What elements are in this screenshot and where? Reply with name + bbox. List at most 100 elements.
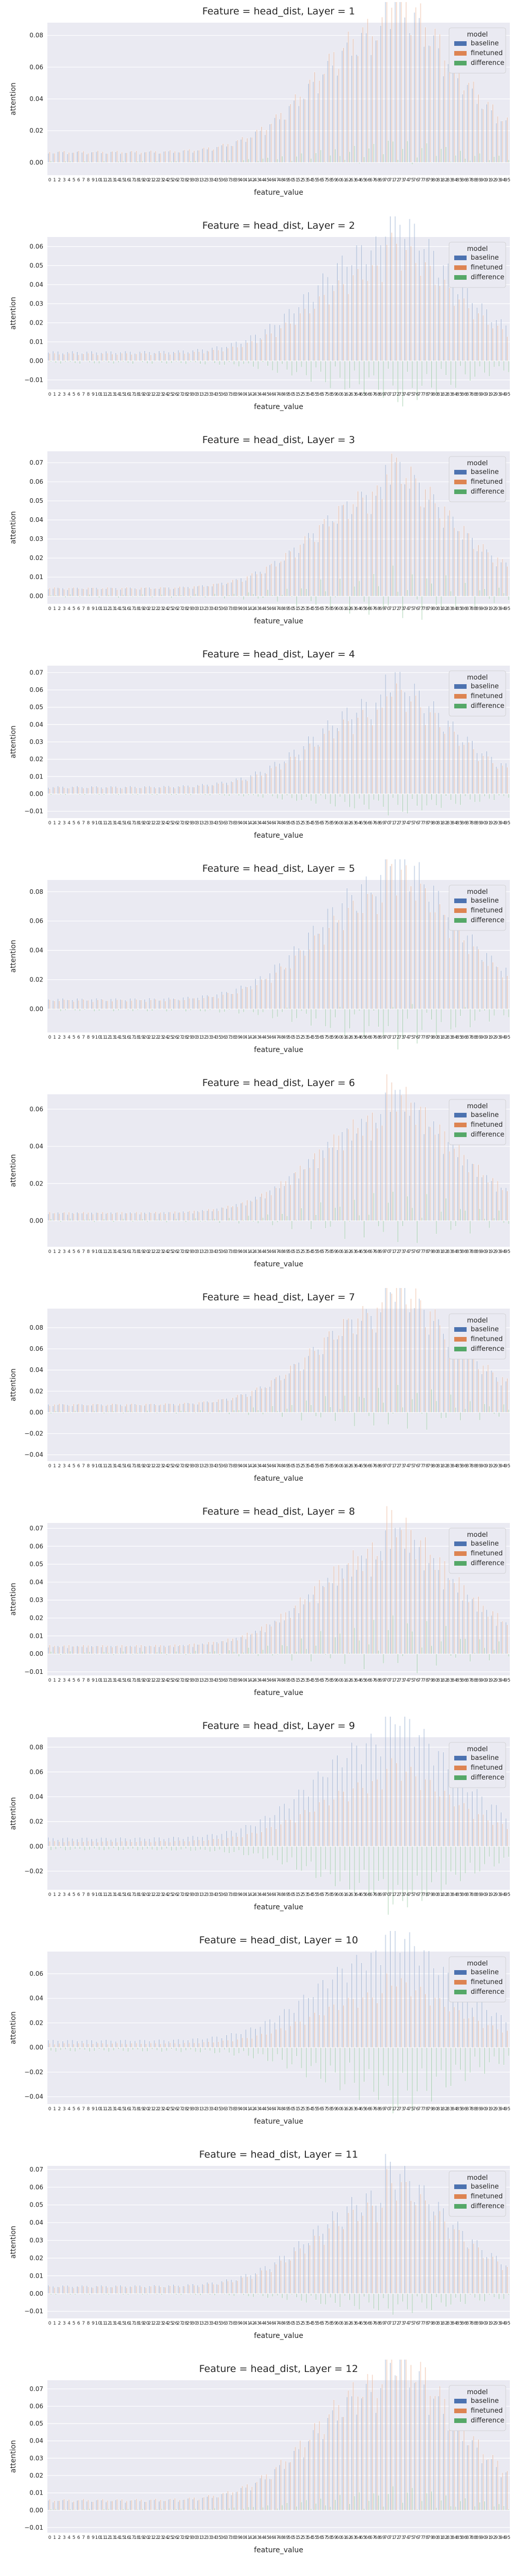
bar-finetuned bbox=[111, 1213, 113, 1221]
x-tick-label: 17 bbox=[129, 1464, 134, 1469]
bar-finetuned bbox=[449, 62, 451, 163]
x-tick-label: 44 bbox=[259, 1035, 265, 1040]
bar-baseline bbox=[201, 585, 203, 597]
bar-baseline bbox=[148, 786, 150, 794]
x-tick-label: 31 bbox=[196, 1892, 202, 1897]
bar-difference bbox=[296, 1219, 298, 1221]
bar-difference bbox=[151, 2047, 153, 2049]
bar-finetuned bbox=[295, 1364, 296, 1413]
x-tick-label: 50 bbox=[288, 1892, 294, 1897]
bar-baseline bbox=[336, 922, 338, 1009]
bar-baseline bbox=[346, 2206, 348, 2294]
bar-finetuned bbox=[449, 726, 451, 794]
legend-swatch-difference bbox=[454, 1561, 467, 1566]
bar-difference bbox=[252, 793, 254, 795]
bar-finetuned bbox=[188, 998, 191, 1009]
bar-difference bbox=[339, 1006, 341, 1009]
x-tick-label: 53 bbox=[302, 1464, 308, 1469]
x-tick-label: 60 bbox=[336, 2107, 342, 2112]
bar-finetuned bbox=[256, 1633, 258, 1654]
bar-finetuned bbox=[270, 123, 272, 163]
legend-entry-difference: difference bbox=[471, 1131, 504, 1139]
x-tick-label: 65 bbox=[360, 2321, 366, 2326]
x-tick-label: 36 bbox=[220, 1678, 227, 1683]
bar-baseline bbox=[385, 2154, 386, 2294]
bar-finetuned bbox=[463, 298, 465, 361]
x-tick-label: 20 bbox=[143, 1249, 149, 1255]
bar-baseline bbox=[279, 1806, 281, 1846]
bar-finetuned bbox=[213, 1401, 214, 1413]
x-tick-label: 7 bbox=[82, 1035, 85, 1040]
x-tick-label: 72 bbox=[393, 392, 399, 397]
bar-finetuned bbox=[227, 992, 229, 1009]
bar-finetuned bbox=[415, 1990, 417, 2048]
bar-finetuned bbox=[328, 1147, 330, 1221]
bar-finetuned bbox=[333, 291, 335, 361]
bar-finetuned bbox=[275, 972, 277, 1009]
x-tick-label: 53 bbox=[302, 2321, 308, 2326]
x-tick-label: 5 bbox=[73, 1035, 76, 1040]
bar-baseline bbox=[115, 2285, 117, 2294]
bar-finetuned bbox=[304, 1357, 306, 1413]
bar-difference bbox=[252, 1846, 254, 1854]
bar-difference bbox=[170, 1653, 173, 1654]
bar-baseline bbox=[394, 1724, 396, 1846]
bar-baseline bbox=[505, 1818, 507, 1846]
x-tick-label: 17 bbox=[129, 2535, 134, 2540]
bar-baseline bbox=[332, 1583, 334, 1654]
x-tick-label: 12 bbox=[105, 1678, 110, 1683]
bar-finetuned bbox=[371, 36, 373, 163]
x-tick-label: 5 bbox=[73, 178, 76, 183]
x-tick-label: 9 bbox=[92, 1678, 95, 1683]
bar-finetuned bbox=[410, 35, 412, 163]
bar-baseline bbox=[298, 1789, 300, 1846]
x-tick-label: 3 bbox=[63, 821, 66, 826]
bar-baseline bbox=[360, 884, 363, 1009]
x-tick-label: 81 bbox=[437, 1678, 443, 1683]
legend-entry-baseline: baseline bbox=[471, 683, 499, 690]
bar-baseline bbox=[322, 1353, 324, 1413]
bar-finetuned bbox=[203, 997, 205, 1009]
bar-baseline bbox=[293, 1363, 295, 1413]
bar-baseline bbox=[303, 950, 304, 1009]
bar-difference bbox=[89, 594, 91, 597]
x-tick-label: 86 bbox=[461, 2535, 467, 2540]
bar-finetuned bbox=[246, 1632, 248, 1654]
bar-difference bbox=[132, 793, 134, 795]
bar-baseline bbox=[356, 910, 357, 1009]
bar-difference bbox=[117, 1412, 119, 1413]
x-tick-label: 37 bbox=[225, 392, 231, 397]
bar-finetuned bbox=[314, 2012, 316, 2048]
bar-baseline bbox=[187, 2040, 189, 2048]
bar-baseline bbox=[168, 1837, 170, 1846]
x-tick-label: 0 bbox=[48, 392, 52, 397]
bar-baseline bbox=[274, 964, 276, 1009]
x-tick-label: 48 bbox=[278, 1892, 284, 1897]
bar-baseline bbox=[250, 2490, 252, 2511]
x-tick-label: 7 bbox=[82, 178, 85, 183]
x-tick-label: 35 bbox=[215, 2321, 221, 2326]
bar-difference bbox=[450, 590, 452, 597]
bar-difference bbox=[286, 162, 288, 163]
bar-difference bbox=[55, 162, 57, 163]
x-tick-label: 21 bbox=[148, 821, 153, 826]
bar-difference bbox=[243, 1009, 245, 1012]
bar-finetuned bbox=[304, 308, 306, 361]
x-tick-label: 26 bbox=[172, 606, 178, 612]
x-tick-label: 82 bbox=[442, 2107, 448, 2112]
bar-difference bbox=[416, 1009, 418, 1044]
bar-finetuned bbox=[188, 353, 191, 361]
legend-swatch-baseline bbox=[454, 2399, 467, 2403]
bar-baseline bbox=[394, 216, 396, 361]
bar-difference bbox=[156, 2293, 158, 2295]
x-tick-label: 46 bbox=[268, 1035, 274, 1040]
bar-difference bbox=[397, 2510, 399, 2511]
bar-difference bbox=[387, 2494, 389, 2511]
bar-difference bbox=[324, 1654, 327, 1655]
bar-finetuned bbox=[63, 589, 65, 597]
x-tick-label: 81 bbox=[437, 821, 443, 826]
bar-baseline bbox=[486, 2460, 488, 2511]
bar-finetuned bbox=[299, 544, 301, 597]
bar-difference bbox=[271, 2510, 273, 2511]
bar-baseline bbox=[312, 2229, 314, 2294]
